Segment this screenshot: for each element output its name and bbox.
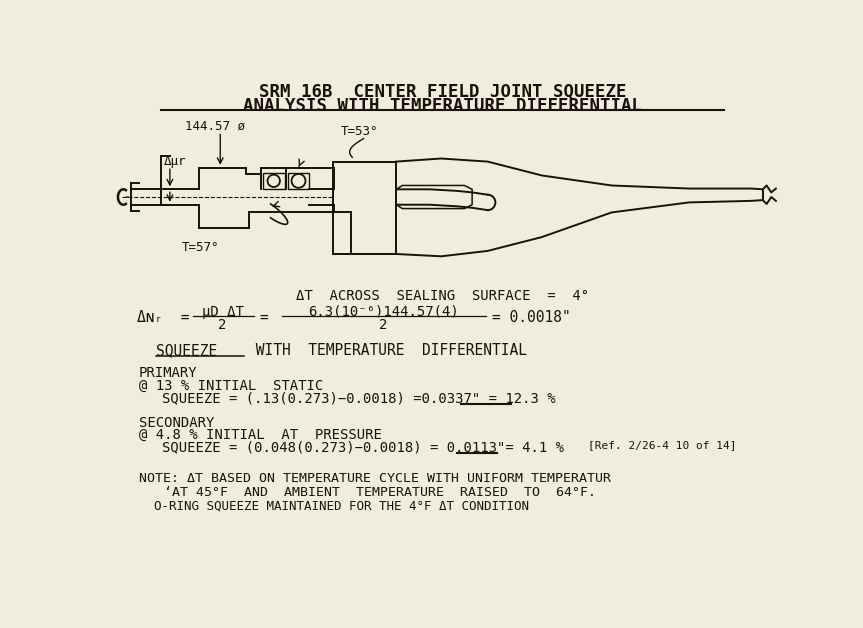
Text: 144.57 ø: 144.57 ø <box>186 120 245 133</box>
Text: WITH  TEMPERATURE  DIFFERENTIAL: WITH TEMPERATURE DIFFERENTIAL <box>248 344 527 359</box>
Text: 2: 2 <box>379 318 387 332</box>
Bar <box>287 173 309 189</box>
Text: SQUEEZE = (.13(0.273)−0.0018) =0.0337" = 12.3 %: SQUEEZE = (.13(0.273)−0.0018) =0.0337" =… <box>162 391 556 405</box>
Text: ANALYSIS WITH TEMPERATURE DIFFERENTIAL: ANALYSIS WITH TEMPERATURE DIFFERENTIAL <box>243 97 642 115</box>
Text: O-RING SQUEEZE MAINTAINED FOR THE 4°F ΔT CONDITION: O-RING SQUEEZE MAINTAINED FOR THE 4°F ΔT… <box>139 500 529 512</box>
Text: @ 4.8 % INITIAL  AT  PRESSURE: @ 4.8 % INITIAL AT PRESSURE <box>139 428 381 442</box>
Text: SQUEEZE = (0.048(0.273)−0.0018) = 0.0113"= 4.1 %: SQUEEZE = (0.048(0.273)−0.0018) = 0.0113… <box>162 440 564 454</box>
Text: Δɴᵣ  =: Δɴᵣ = <box>137 310 190 325</box>
Text: [Ref. 2/26-4 10 of 14]: [Ref. 2/26-4 10 of 14] <box>589 440 737 450</box>
Text: SQUEEZE: SQUEEZE <box>156 344 217 359</box>
Text: 6.3(10⁻⁶)144.57(4): 6.3(10⁻⁶)144.57(4) <box>307 305 458 319</box>
Text: = 0.0018": = 0.0018" <box>492 310 570 325</box>
Text: @ 13 % INITIAL  STATIC: @ 13 % INITIAL STATIC <box>139 379 323 392</box>
Text: SECONDARY: SECONDARY <box>139 416 214 430</box>
Text: μD ΔT: μD ΔT <box>202 305 243 319</box>
Text: Δμr: Δμr <box>164 156 186 168</box>
Text: 2: 2 <box>218 318 227 332</box>
Text: T=53°: T=53° <box>340 126 378 138</box>
Bar <box>263 173 285 189</box>
Text: ΔT  ACROSS  SEALING  SURFACE  =  4°: ΔT ACROSS SEALING SURFACE = 4° <box>296 290 589 303</box>
Text: =: = <box>259 310 268 325</box>
Text: T=57°: T=57° <box>181 241 219 254</box>
Text: PRIMARY: PRIMARY <box>139 366 198 381</box>
Text: ʻAT 45°F  AND  AMBIENT  TEMPERATURE  RAISED  TO  64°F.: ʻAT 45°F AND AMBIENT TEMPERATURE RAISED … <box>164 486 595 499</box>
Text: SRM 16B  CENTER FIELD JOINT SQUEEZE: SRM 16B CENTER FIELD JOINT SQUEEZE <box>259 83 627 101</box>
Text: NOTE: ΔT BASED ON TEMPERATURE CYCLE WITH UNIFORM TEMPERATUR: NOTE: ΔT BASED ON TEMPERATURE CYCLE WITH… <box>139 472 611 485</box>
